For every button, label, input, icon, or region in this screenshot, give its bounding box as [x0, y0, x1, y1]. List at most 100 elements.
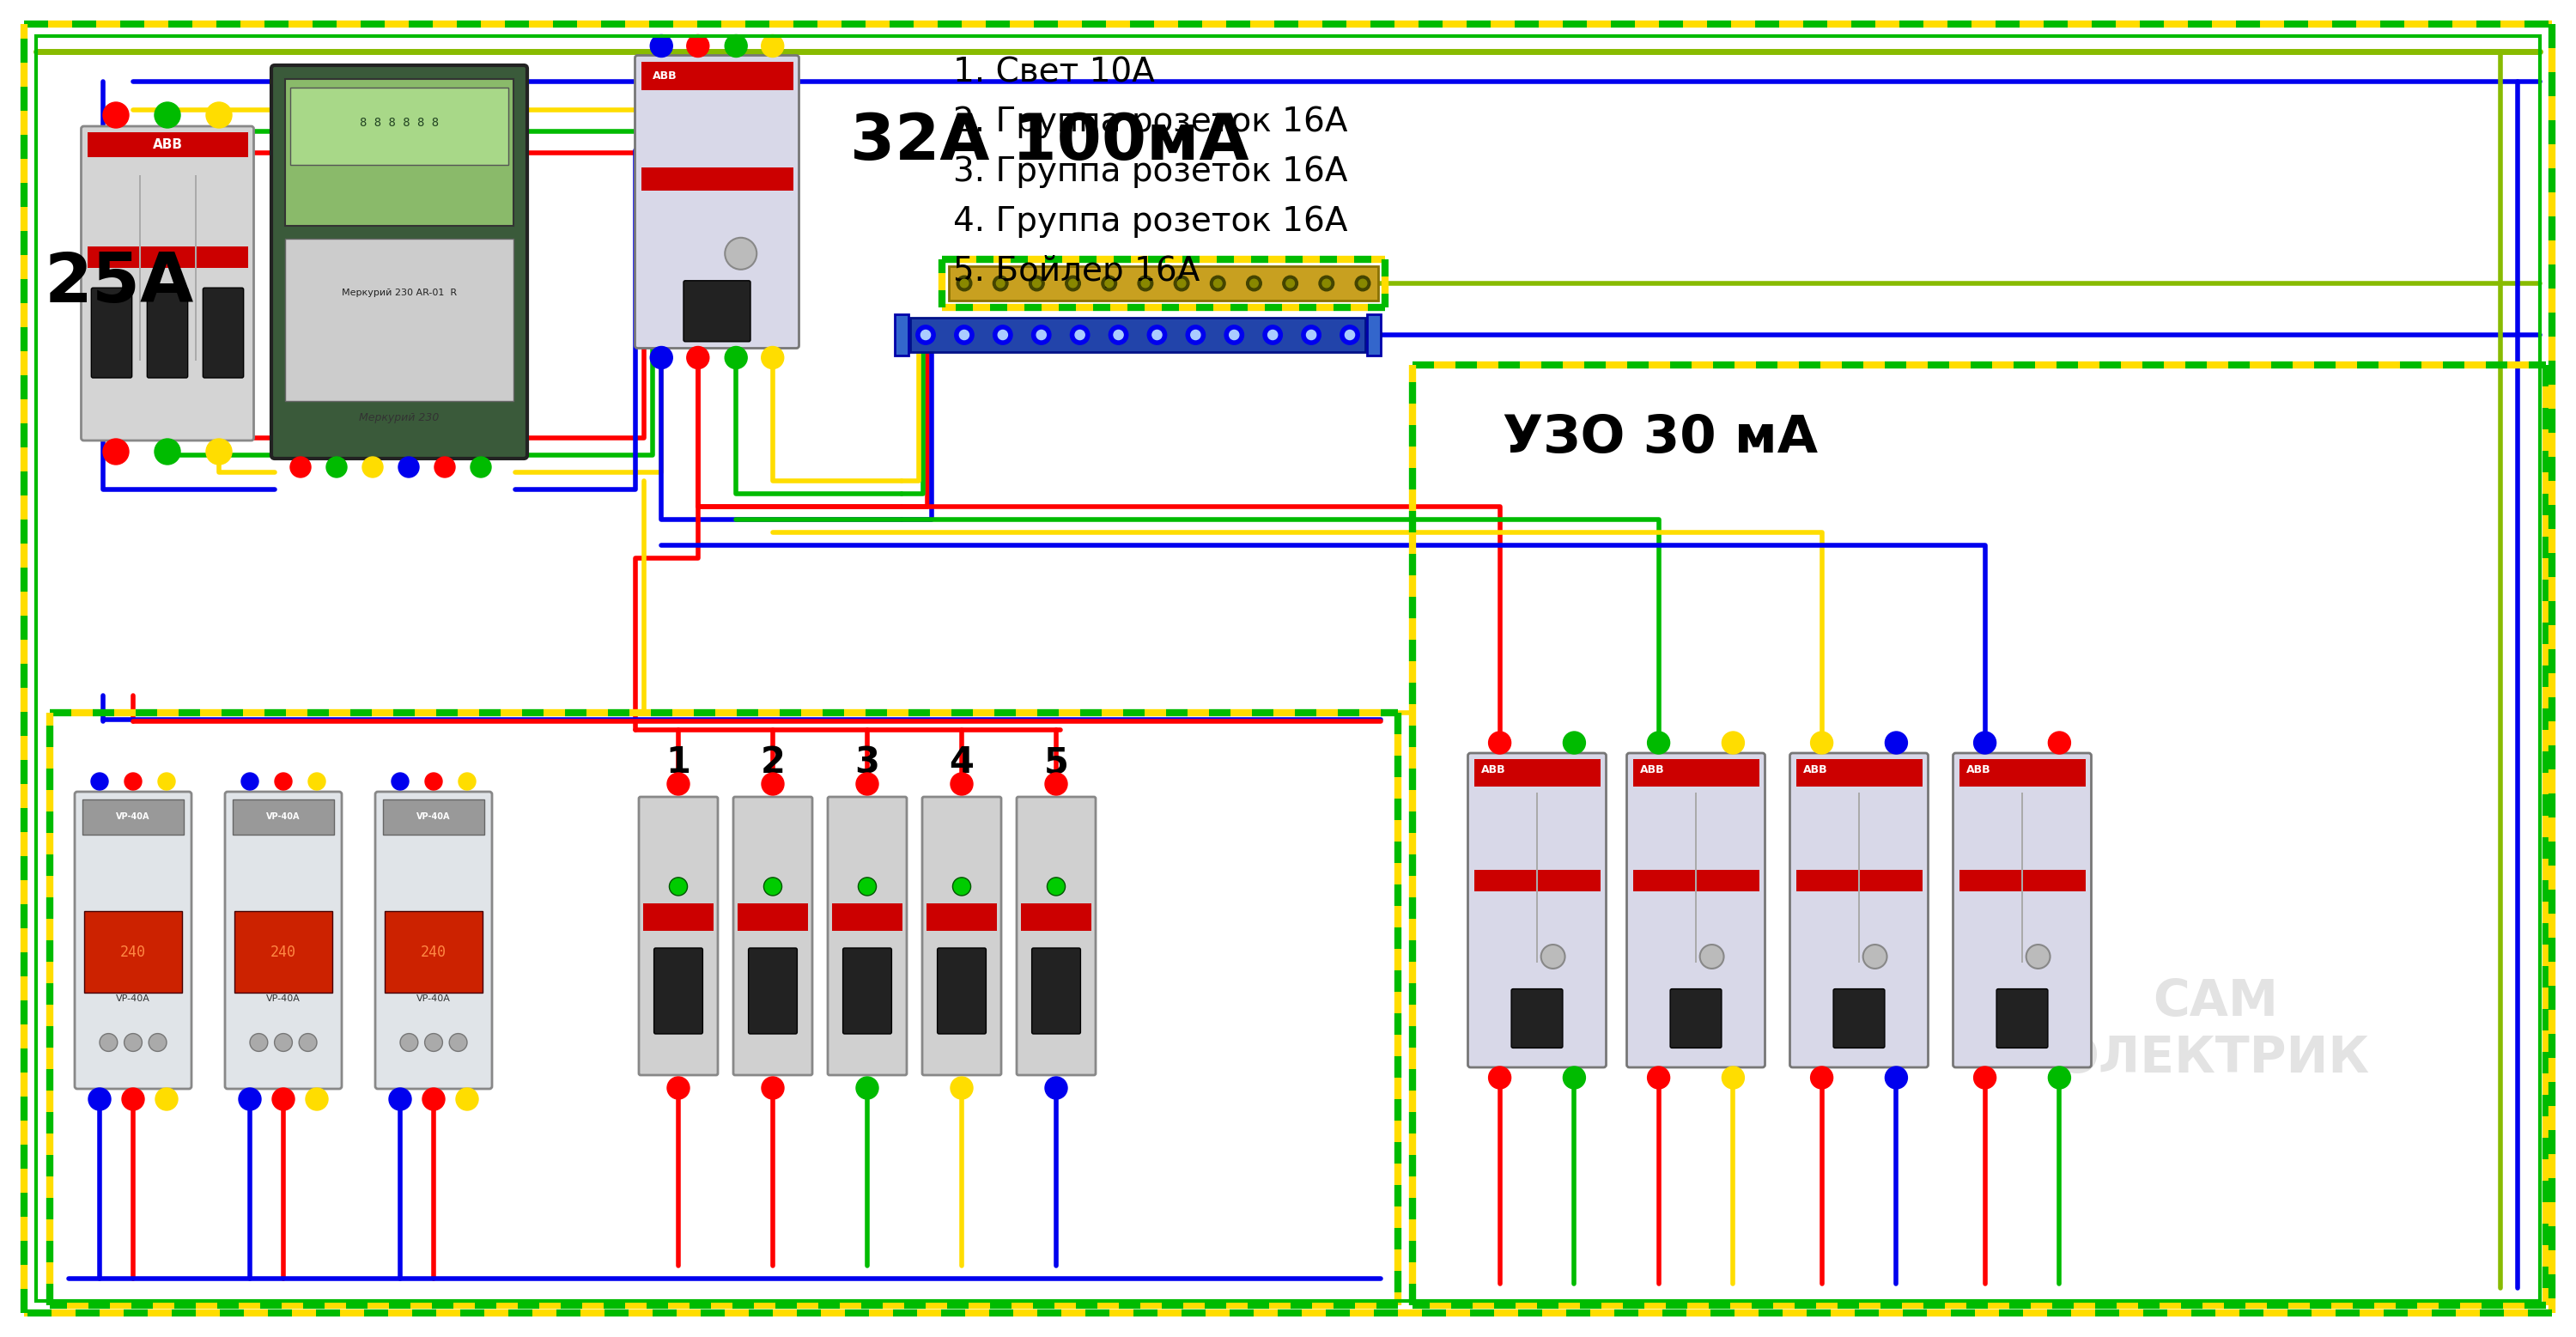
Circle shape	[1175, 275, 1190, 291]
Circle shape	[327, 457, 348, 477]
Circle shape	[1074, 330, 1084, 340]
Bar	[232, 800, 335, 834]
Circle shape	[103, 102, 129, 128]
Circle shape	[240, 1088, 260, 1110]
Circle shape	[1036, 330, 1046, 340]
FancyBboxPatch shape	[147, 287, 188, 378]
Circle shape	[1108, 325, 1128, 345]
Text: VP-40A: VP-40A	[417, 995, 451, 1003]
Circle shape	[124, 773, 142, 790]
FancyBboxPatch shape	[639, 797, 719, 1075]
Circle shape	[425, 1034, 443, 1051]
Text: VP-40A: VP-40A	[265, 813, 301, 821]
Bar	[1020, 902, 1092, 931]
Circle shape	[155, 1088, 178, 1110]
Circle shape	[149, 1034, 167, 1051]
Circle shape	[399, 1034, 417, 1051]
Circle shape	[1146, 325, 1167, 345]
Circle shape	[1321, 279, 1332, 287]
Text: Меркурий 230: Меркурий 230	[358, 412, 440, 422]
Text: VP-40A: VP-40A	[116, 813, 149, 821]
Circle shape	[100, 1034, 118, 1051]
Text: Меркурий 230 AR-01  R: Меркурий 230 AR-01 R	[343, 289, 456, 297]
Circle shape	[1046, 773, 1066, 796]
Circle shape	[1301, 325, 1321, 345]
FancyBboxPatch shape	[750, 948, 796, 1034]
Bar	[641, 62, 793, 90]
Circle shape	[1811, 1067, 1834, 1088]
Text: 8 8 8 8 8 8: 8 8 8 8 8 8	[361, 116, 438, 128]
Circle shape	[1267, 330, 1278, 340]
Circle shape	[1046, 1076, 1066, 1099]
Circle shape	[1211, 275, 1226, 291]
Circle shape	[688, 346, 708, 369]
FancyBboxPatch shape	[1033, 948, 1079, 1034]
FancyBboxPatch shape	[75, 792, 191, 1088]
Bar	[291, 88, 507, 164]
Circle shape	[1185, 325, 1206, 345]
Bar	[1958, 870, 2087, 892]
Circle shape	[951, 1076, 974, 1099]
Text: ABB: ABB	[652, 71, 677, 82]
FancyBboxPatch shape	[654, 948, 703, 1034]
Circle shape	[1319, 275, 1334, 291]
Circle shape	[1811, 731, 1834, 754]
FancyBboxPatch shape	[376, 792, 492, 1088]
Circle shape	[206, 102, 232, 128]
FancyBboxPatch shape	[1953, 753, 2092, 1067]
Bar	[1633, 870, 1759, 892]
Bar	[286, 239, 513, 401]
Circle shape	[425, 773, 443, 790]
Circle shape	[1285, 279, 1293, 287]
Text: ABB: ABB	[152, 138, 183, 151]
Circle shape	[90, 773, 108, 790]
Circle shape	[1862, 945, 1888, 968]
Bar	[644, 902, 714, 931]
Circle shape	[1306, 330, 1316, 340]
Circle shape	[1105, 279, 1113, 287]
Circle shape	[103, 439, 129, 464]
Circle shape	[762, 35, 783, 57]
Bar	[894, 314, 909, 356]
FancyBboxPatch shape	[1790, 753, 1927, 1067]
Circle shape	[242, 773, 258, 790]
Circle shape	[157, 773, 175, 790]
Circle shape	[951, 773, 974, 796]
Text: VP-40A: VP-40A	[116, 995, 149, 1003]
Circle shape	[649, 35, 672, 57]
FancyBboxPatch shape	[938, 948, 987, 1034]
Circle shape	[1358, 279, 1368, 287]
Circle shape	[688, 35, 708, 57]
FancyBboxPatch shape	[204, 287, 245, 378]
Circle shape	[448, 1034, 466, 1051]
Circle shape	[1283, 275, 1298, 291]
FancyBboxPatch shape	[1834, 989, 1886, 1048]
Text: 5. Бойлер 16А: 5. Бойлер 16А	[953, 255, 1200, 287]
Circle shape	[1103, 275, 1118, 291]
Circle shape	[456, 1088, 479, 1110]
Circle shape	[1249, 279, 1257, 287]
Circle shape	[1213, 279, 1221, 287]
Text: 4. Группа розеток 16А: 4. Группа розеток 16А	[953, 206, 1347, 238]
Circle shape	[1489, 1067, 1512, 1088]
Circle shape	[958, 330, 969, 340]
Text: 240: 240	[420, 944, 446, 960]
Circle shape	[276, 773, 291, 790]
Circle shape	[649, 346, 672, 369]
FancyBboxPatch shape	[842, 948, 891, 1034]
Circle shape	[124, 1034, 142, 1051]
Circle shape	[399, 457, 420, 477]
Circle shape	[2048, 731, 2071, 754]
Text: 3: 3	[855, 745, 878, 781]
Circle shape	[994, 325, 1012, 345]
Circle shape	[422, 1088, 446, 1110]
Text: 4: 4	[951, 745, 974, 781]
Circle shape	[724, 346, 747, 369]
Text: 1: 1	[665, 745, 690, 781]
Circle shape	[855, 773, 878, 796]
Circle shape	[1886, 731, 1906, 754]
Circle shape	[1190, 330, 1200, 340]
Circle shape	[1564, 731, 1584, 754]
Circle shape	[762, 346, 783, 369]
Text: ABB: ABB	[1803, 763, 1826, 775]
